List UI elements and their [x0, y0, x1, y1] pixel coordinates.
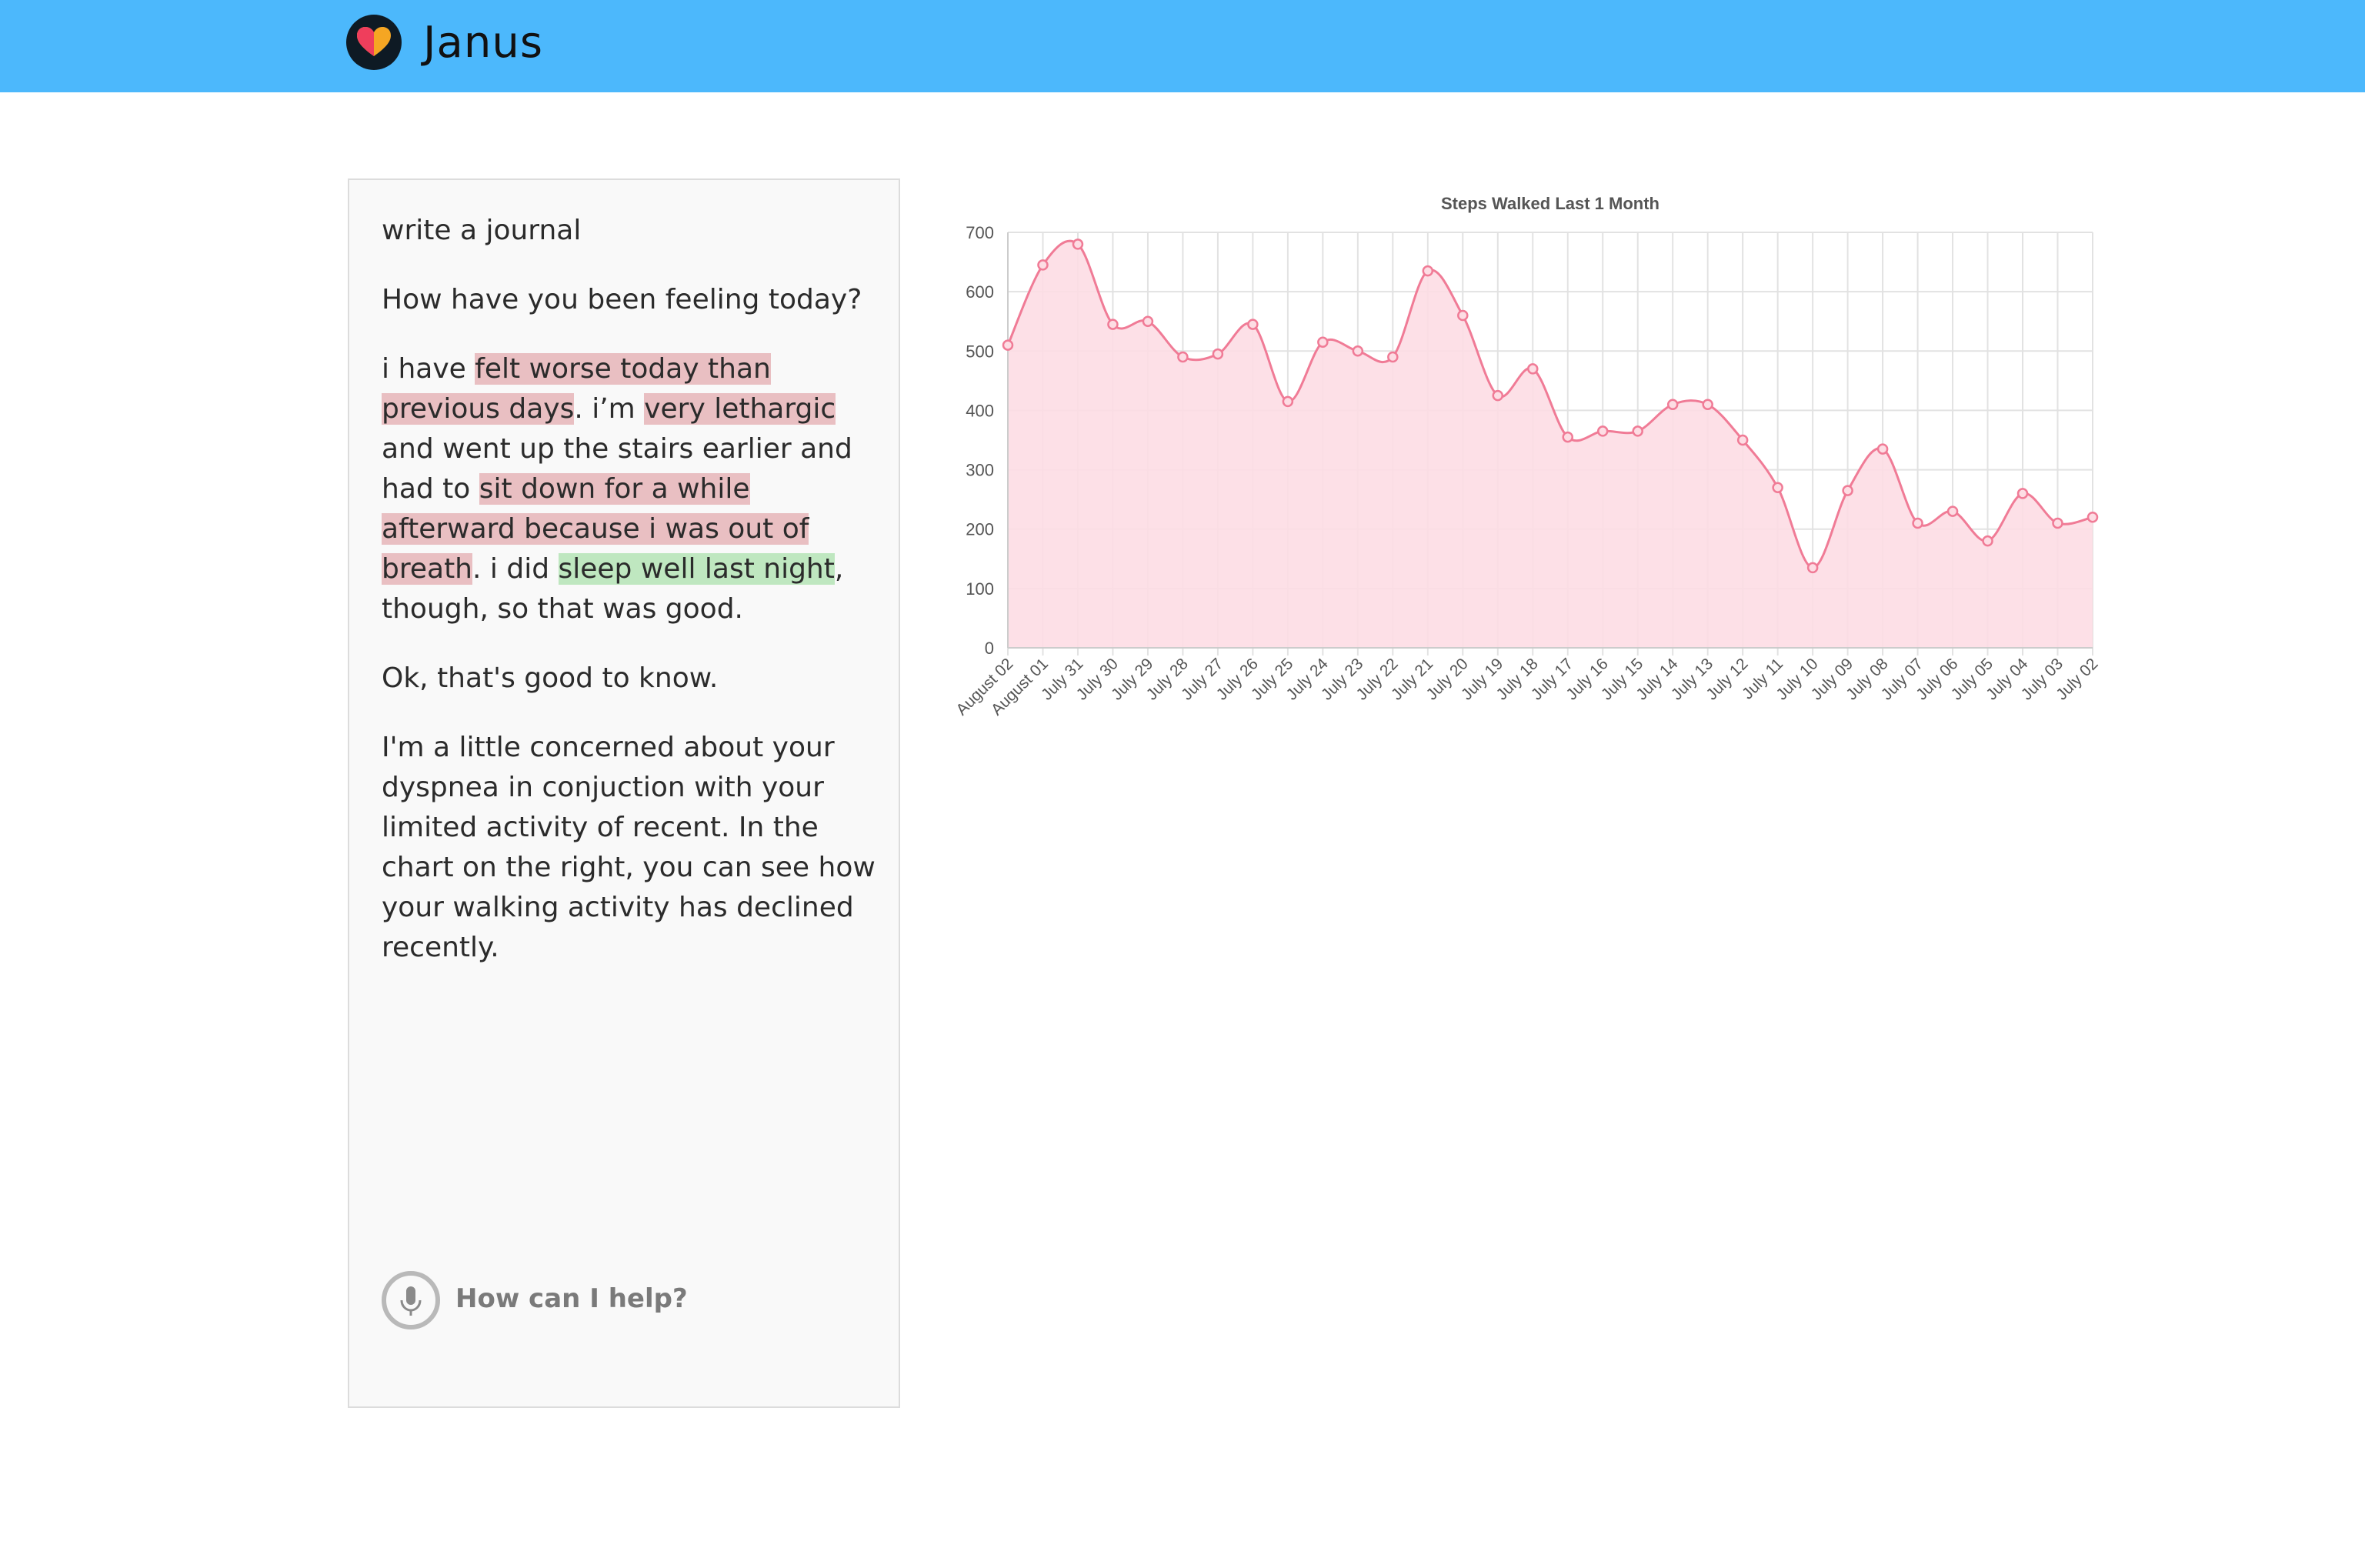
message-text: and went up the stairs earlier and had t… [382, 433, 852, 505]
data-point [1457, 309, 1469, 322]
data-point [1247, 319, 1259, 330]
chart-title: Steps Walked Last 1 Month [1441, 194, 1660, 213]
message-list: write a journal How have you been feeling… [382, 211, 882, 997]
series-area [1008, 241, 2093, 648]
data-point [1177, 351, 1189, 363]
data-point [2052, 517, 2063, 529]
journal-message: i have felt worse today than previous da… [382, 349, 882, 629]
data-point [1352, 345, 1364, 357]
data-point [1562, 431, 1573, 443]
message-text: I'm a little concerned about your dyspne… [382, 732, 876, 963]
data-point [1876, 443, 1889, 455]
data-point [1002, 339, 1014, 351]
microphone-button[interactable] [382, 1271, 440, 1329]
data-point [1912, 517, 1923, 529]
data-point [1422, 265, 1434, 277]
data-point [1806, 562, 1819, 574]
data-point [1666, 399, 1679, 410]
voice-input[interactable]: How can I help? [382, 1271, 843, 1329]
data-point [1142, 315, 1154, 327]
journal-message: write a journal [382, 211, 882, 251]
help-prompt[interactable]: How can I help? [455, 1283, 688, 1314]
data-point [1527, 363, 1539, 375]
data-point [2016, 488, 2029, 499]
steps-chart: Steps Walked Last 1 Month 0 100 200 300 400 50… [952, 194, 2101, 719]
journal-panel: write a journal How have you been feeling… [348, 178, 900, 1408]
negative-highlight: very lethargic [644, 393, 836, 425]
data-point [1772, 482, 1783, 493]
y-tick-label: 700 [966, 223, 994, 242]
data-point [1842, 485, 1853, 496]
brand-title[interactable]: Janus [423, 18, 543, 68]
data-point [1982, 535, 1993, 547]
y-tick-label: 300 [966, 461, 994, 480]
y-tick-label: 0 [985, 639, 994, 658]
journal-message: I'm a little concerned about your dyspne… [382, 728, 882, 968]
data-point [1072, 239, 1084, 250]
journal-message: Ok, that's good to know. [382, 659, 882, 699]
data-point [1946, 505, 1959, 517]
top-bar: Janus [0, 0, 2365, 92]
y-tick-label: 200 [966, 520, 994, 539]
data-point [2086, 512, 2099, 523]
positive-highlight: sleep well last night [558, 553, 835, 585]
y-tick-label: 400 [966, 401, 994, 420]
data-point [1736, 434, 1749, 446]
message-text: write a journal [382, 215, 582, 246]
data-point [1212, 348, 1224, 360]
data-point [1107, 319, 1119, 330]
data-point [1492, 389, 1504, 402]
y-tick-label: 500 [966, 342, 994, 361]
data-point [1317, 336, 1329, 348]
message-text: How have you been feeling today? [382, 284, 862, 315]
message-text: Ok, that's good to know. [382, 662, 719, 694]
message-text: i have [382, 353, 475, 385]
data-point [1282, 395, 1294, 408]
journal-message: How have you been feeling today? [382, 280, 882, 320]
message-text: . i did [472, 553, 559, 585]
y-tick-label: 100 [966, 579, 994, 599]
y-tick-label: 600 [966, 282, 994, 302]
data-point [1702, 399, 1713, 410]
data-point [1596, 425, 1609, 437]
heart-logo-icon[interactable] [346, 15, 402, 70]
data-point [1387, 351, 1399, 363]
data-point [1037, 259, 1049, 271]
data-point [1632, 425, 1643, 437]
message-text: . i’m [574, 393, 645, 425]
microphone-icon [400, 1286, 422, 1316]
message-text: , though, so that was good. [382, 553, 844, 625]
